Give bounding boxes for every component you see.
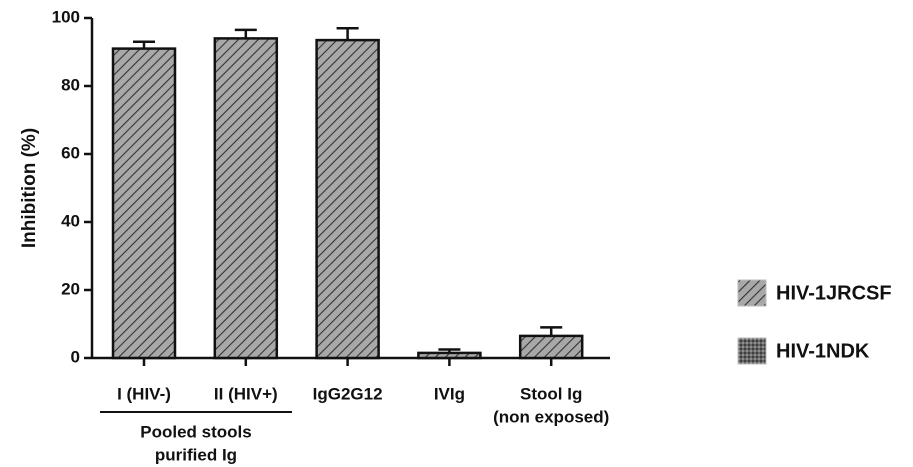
group-label: purified Ig (155, 445, 237, 464)
y-tick-label: 60 (61, 143, 80, 162)
legend-label: HIV-1JRCSF (776, 282, 892, 304)
bar (213, 37, 279, 360)
x-tick-label: II (HIV+) (214, 384, 278, 403)
y-tick-label: 20 (61, 279, 80, 298)
bar (315, 38, 380, 360)
y-axis-label: Inhibition (%) (19, 128, 40, 248)
error-bar (234, 28, 257, 39)
error-bar (540, 326, 563, 336)
y-tick-label: 80 (61, 75, 80, 94)
bar (518, 334, 584, 360)
error-bar (336, 26, 359, 41)
x-tick-label: IgG2G12 (313, 384, 383, 403)
bar (111, 47, 177, 360)
bar (417, 351, 482, 360)
x-tick-label: (non exposed) (493, 407, 609, 426)
x-tick-label: IVIg (434, 384, 465, 403)
y-tick-label: 40 (61, 211, 80, 230)
legend-swatch (737, 279, 767, 307)
legend-swatch (737, 337, 767, 365)
x-tick-label: I (HIV-) (117, 384, 171, 403)
legend-label: HIV-1NDK (776, 340, 870, 362)
x-tick-label: Stool Ig (520, 384, 582, 403)
y-tick-label: 0 (71, 347, 80, 366)
y-tick-label: 100 (52, 7, 80, 26)
group-label: Pooled stools (140, 422, 251, 441)
